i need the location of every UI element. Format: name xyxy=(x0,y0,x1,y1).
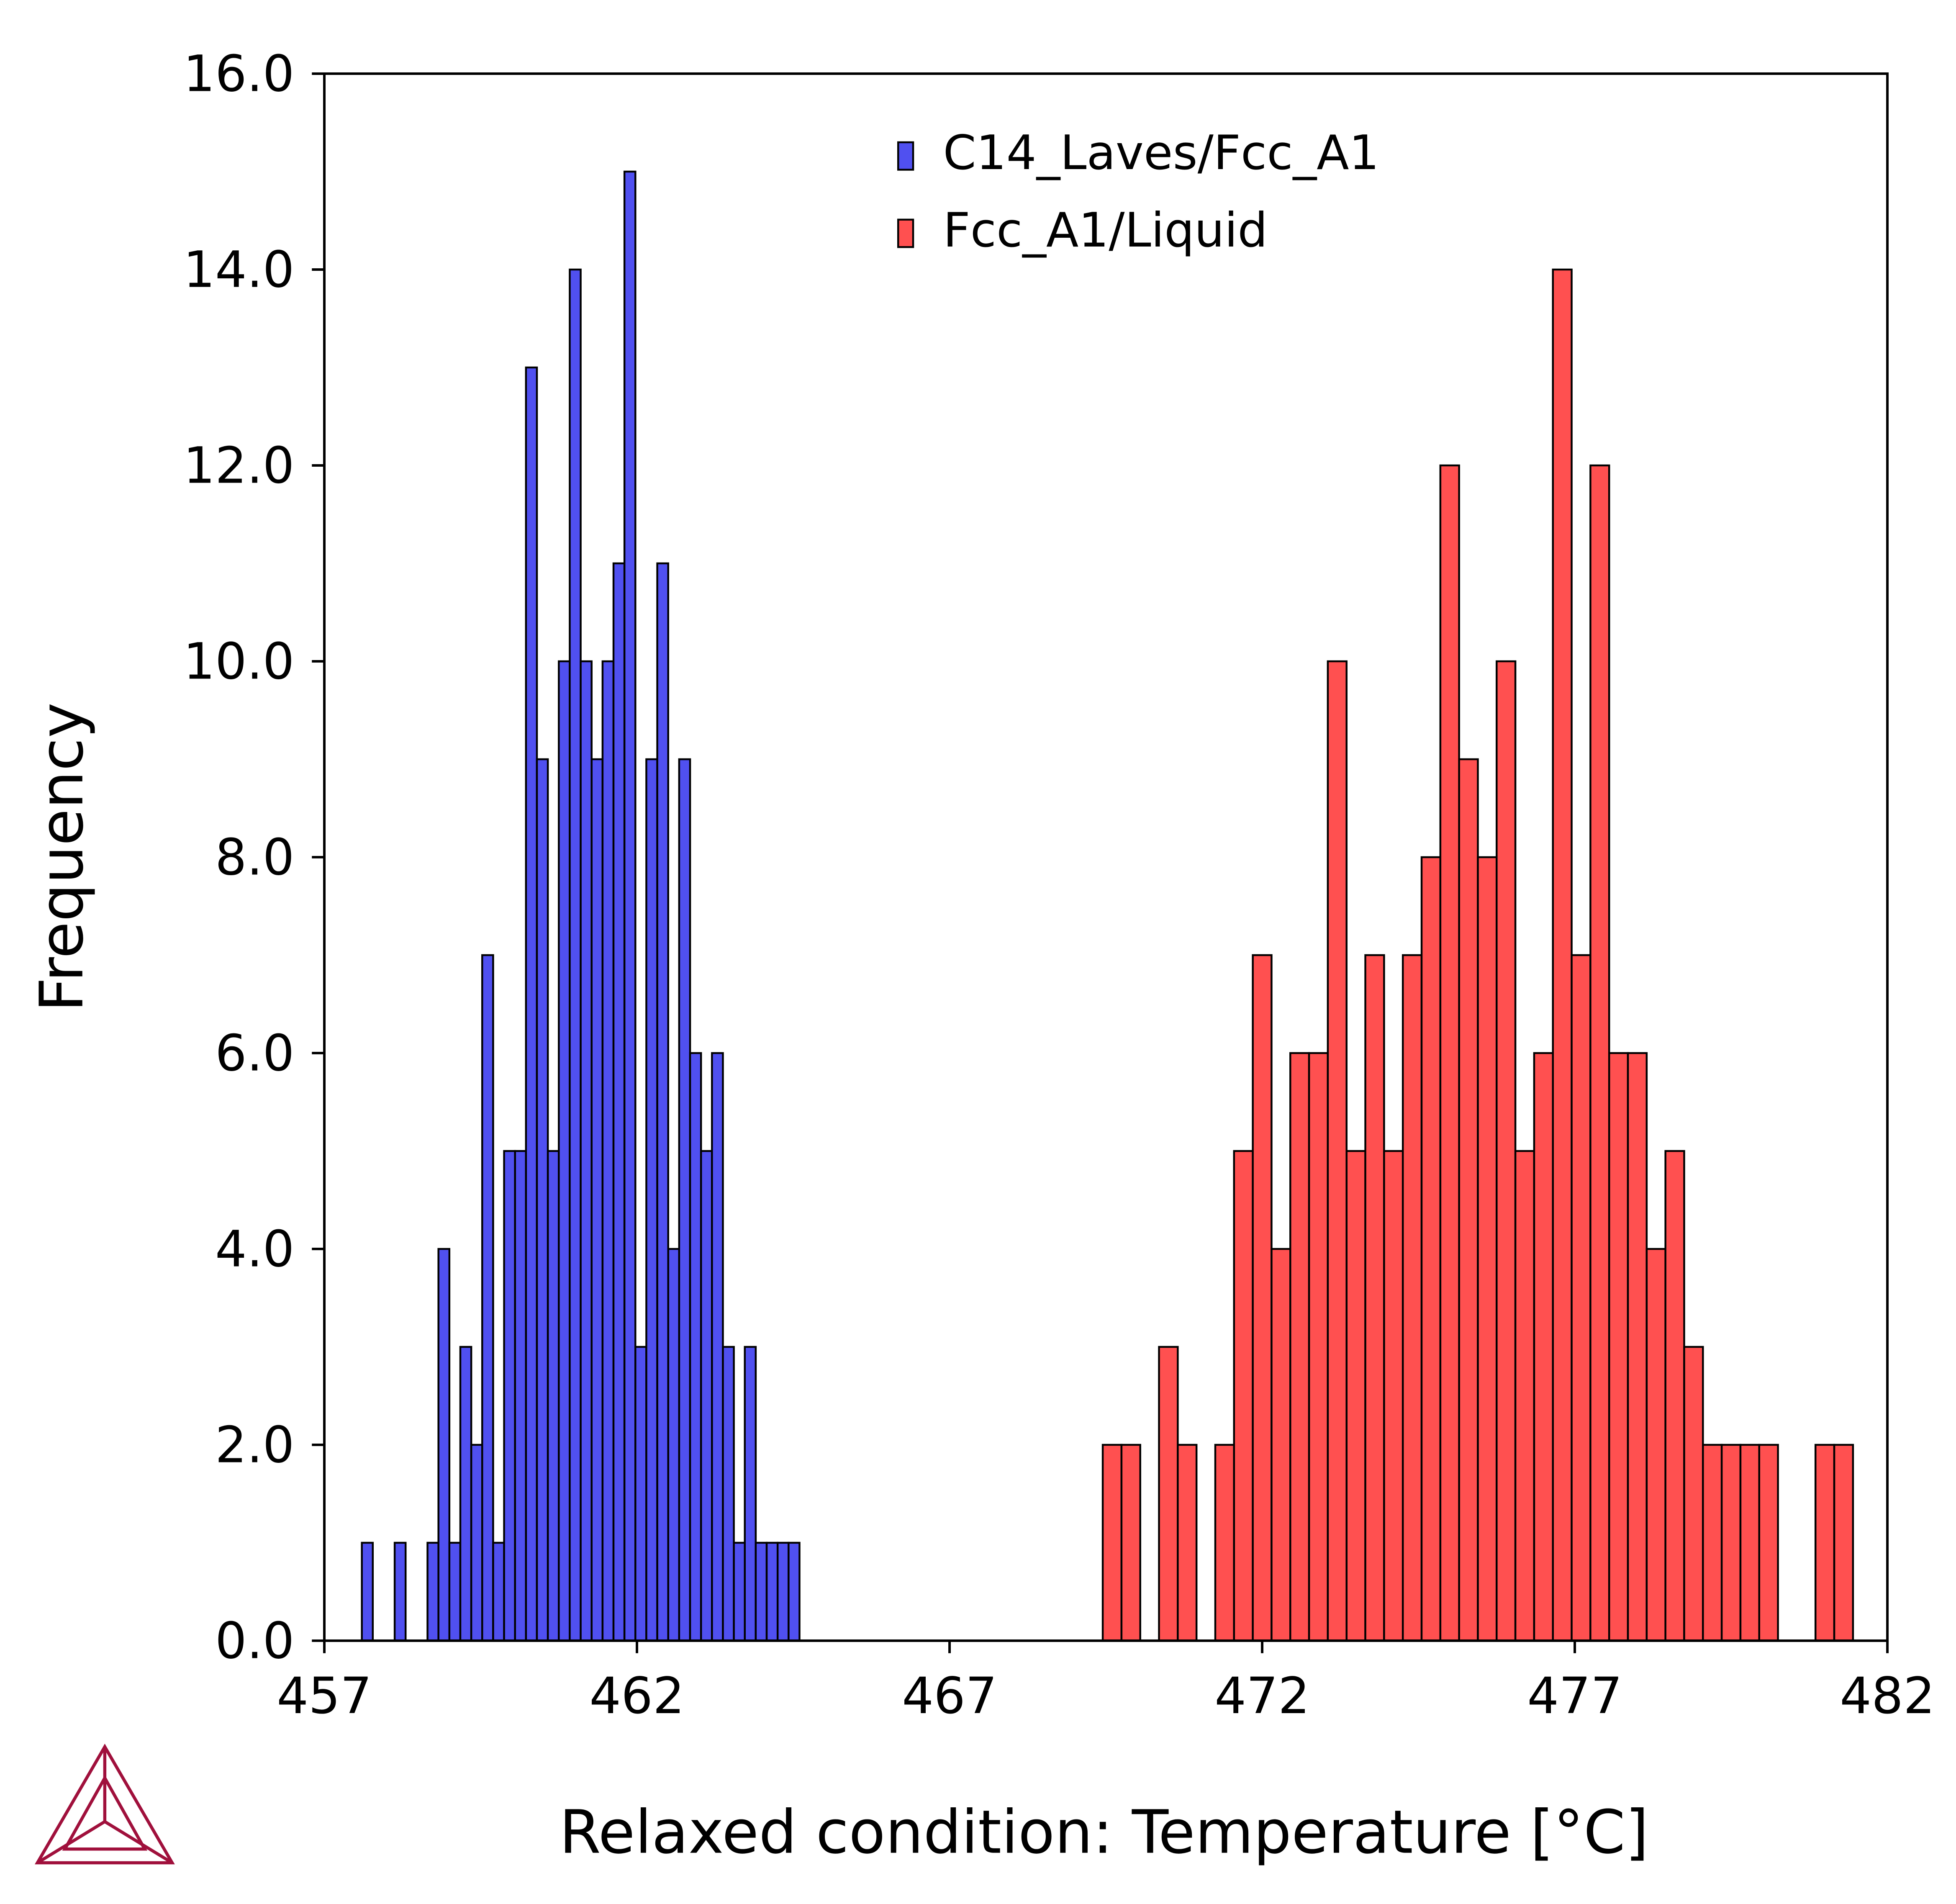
bar xyxy=(525,366,538,1642)
legend-label: Fcc_A1/Liquid xyxy=(943,203,1268,258)
bar xyxy=(1720,1444,1742,1642)
bar xyxy=(1664,1150,1685,1642)
x-tick-label: 467 xyxy=(902,1667,997,1725)
bar xyxy=(1815,1444,1835,1642)
bar xyxy=(667,1248,680,1642)
bar xyxy=(1514,1150,1535,1642)
bar xyxy=(448,1542,462,1642)
bar xyxy=(1364,954,1385,1642)
bar xyxy=(580,660,593,1642)
bar xyxy=(1758,1444,1779,1642)
bar xyxy=(1627,1052,1648,1642)
bar xyxy=(755,1542,768,1642)
bar xyxy=(1645,1248,1666,1642)
bar xyxy=(1327,660,1348,1642)
bar xyxy=(700,1150,713,1642)
x-tick-label: 457 xyxy=(277,1667,372,1725)
y-tick-label: 14.0 xyxy=(183,241,294,299)
bar xyxy=(744,1346,757,1642)
bar xyxy=(569,268,582,1642)
bar xyxy=(1439,464,1460,1642)
bar xyxy=(1177,1444,1198,1642)
bar xyxy=(1120,1444,1141,1642)
bar xyxy=(1252,954,1273,1642)
y-tick-label: 16.0 xyxy=(183,45,294,103)
bar xyxy=(1101,1444,1123,1642)
bar xyxy=(536,758,549,1642)
bar xyxy=(1289,1052,1310,1642)
bar xyxy=(459,1346,472,1642)
bar xyxy=(656,562,669,1642)
bar xyxy=(645,758,658,1642)
y-tick-label: 4.0 xyxy=(215,1221,295,1279)
bar xyxy=(634,1346,647,1642)
bar xyxy=(1477,856,1498,1642)
bar xyxy=(1402,954,1423,1642)
bar xyxy=(503,1150,516,1642)
bar xyxy=(776,1542,790,1642)
bar xyxy=(470,1444,483,1642)
bar xyxy=(1158,1346,1179,1642)
bar xyxy=(1458,758,1479,1642)
x-tick-label: 462 xyxy=(589,1667,685,1725)
bar xyxy=(558,660,571,1642)
bar xyxy=(711,1052,724,1642)
bar xyxy=(1308,1052,1329,1642)
bar xyxy=(1496,660,1517,1642)
bar xyxy=(689,1052,702,1642)
bar xyxy=(612,562,626,1642)
bar xyxy=(426,1542,439,1642)
x-tick-label: 477 xyxy=(1527,1667,1622,1725)
bar xyxy=(492,1542,505,1642)
logo xyxy=(34,1743,175,1865)
x-axis-title: Relaxed condition: Temperature [°C] xyxy=(559,1797,1648,1867)
bar xyxy=(765,1542,779,1642)
bar xyxy=(1833,1444,1854,1642)
bar xyxy=(1533,1052,1554,1642)
legend-swatch xyxy=(897,141,914,171)
bar xyxy=(1739,1444,1761,1642)
bar xyxy=(1571,954,1591,1642)
bar xyxy=(1214,1444,1235,1642)
y-tick-label: 12.0 xyxy=(183,437,294,495)
y-tick-label: 2.0 xyxy=(215,1416,295,1475)
bar xyxy=(601,660,615,1642)
bar xyxy=(361,1542,374,1642)
bar xyxy=(722,1346,735,1642)
bar xyxy=(1702,1444,1723,1642)
bar xyxy=(1589,464,1610,1642)
bar xyxy=(1608,1052,1629,1642)
legend-swatch xyxy=(897,218,914,248)
y-axis-title: Frequency xyxy=(27,702,97,1012)
bar xyxy=(733,1542,746,1642)
y-tick-label: 0.0 xyxy=(215,1612,295,1670)
y-tick-label: 8.0 xyxy=(215,829,295,887)
bar xyxy=(393,1542,407,1642)
bar xyxy=(514,1150,527,1642)
bar xyxy=(437,1248,451,1642)
bar xyxy=(623,170,637,1642)
y-tick-label: 6.0 xyxy=(215,1025,295,1083)
bar xyxy=(788,1542,801,1642)
y-tick-label: 10.0 xyxy=(183,633,294,691)
bar xyxy=(678,758,691,1642)
bar xyxy=(1683,1346,1704,1642)
bar xyxy=(1345,1150,1366,1642)
bar xyxy=(547,1150,560,1642)
bar xyxy=(1420,856,1442,1642)
bar xyxy=(1383,1150,1404,1642)
bar xyxy=(1233,1150,1254,1642)
x-tick-label: 472 xyxy=(1214,1667,1310,1725)
bar xyxy=(1552,268,1573,1642)
bar xyxy=(1271,1248,1291,1642)
bar xyxy=(590,758,604,1642)
x-tick-label: 482 xyxy=(1840,1667,1935,1725)
legend-label: C14_Laves/Fcc_A1 xyxy=(943,125,1379,180)
bar xyxy=(481,954,494,1642)
